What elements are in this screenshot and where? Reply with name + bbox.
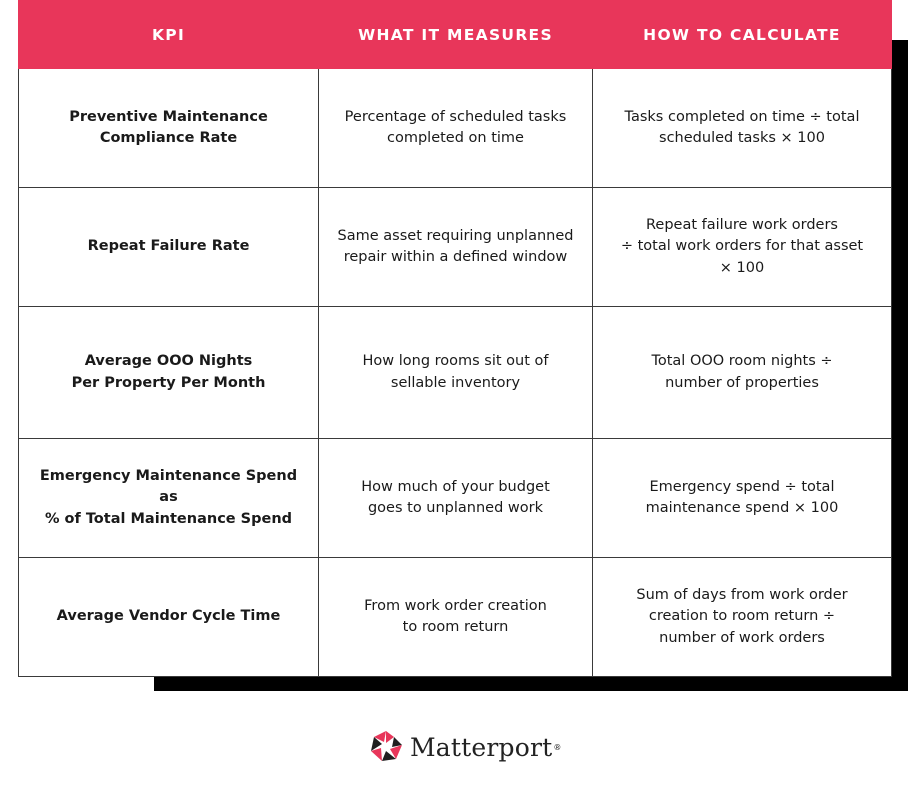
header-what-it-measures: WHAT IT MEASURES	[318, 0, 593, 69]
calculate-cell: Sum of days from work order creation to …	[592, 557, 892, 677]
measures-cell: How much of your budget goes to unplanne…	[318, 438, 593, 558]
measures-text: From work order creation to room return	[364, 597, 547, 636]
measures-cell: From work order creation to room return	[318, 557, 593, 677]
kpi-table: KPI WHAT IT MEASURES HOW TO CALCULATE Pr…	[18, 0, 892, 677]
logo-wordmark: Matterport	[410, 732, 553, 762]
measures-cell: Percentage of scheduled tasks completed …	[318, 68, 593, 188]
logo-registered-mark: ®	[553, 742, 562, 752]
header-kpi: KPI	[18, 0, 319, 69]
measures-text: Percentage of scheduled tasks completed …	[344, 108, 567, 147]
kpi-cell: Preventive Maintenance Compliance Rate	[18, 68, 319, 188]
measures-cell: Same asset requiring unplanned repair wi…	[318, 187, 593, 307]
kpi-name-text: Emergency Maintenance Spend as % of Tota…	[39, 467, 298, 527]
table-row: Emergency Maintenance Spend as % of Tota…	[18, 438, 892, 558]
calculate-text: Total OOO room nights ÷ number of proper…	[651, 353, 833, 391]
kpi-name-text: Repeat Failure Rate	[87, 238, 250, 255]
measures-text: How long rooms sit out of sellable inven…	[362, 353, 549, 391]
matterport-pinwheel-icon	[371, 731, 402, 761]
table-row: Average Vendor Cycle Time From work orde…	[18, 557, 892, 677]
calculate-cell: Repeat failure work orders ÷ total work …	[592, 187, 892, 307]
kpi-cell: Emergency Maintenance Spend as % of Tota…	[18, 438, 319, 558]
kpi-cell: Average OOO Nights Per Property Per Mont…	[18, 306, 319, 439]
calculate-cell: Total OOO room nights ÷ number of proper…	[592, 306, 892, 439]
table-row: Repeat Failure Rate Same asset requiring…	[18, 187, 892, 307]
kpi-cell: Average Vendor Cycle Time	[18, 557, 319, 677]
table-row: Average OOO Nights Per Property Per Mont…	[18, 306, 892, 439]
kpi-name-text: Preventive Maintenance Compliance Rate	[69, 108, 268, 147]
calculate-cell: Tasks completed on time ÷ total schedule…	[592, 68, 892, 188]
measures-text: Same asset requiring unplanned repair wi…	[337, 227, 574, 266]
table-header-row: KPI WHAT IT MEASURES HOW TO CALCULATE	[18, 0, 892, 69]
calculate-cell: Emergency spend ÷ total maintenance spen…	[592, 438, 892, 558]
calculate-text: Emergency spend ÷ total maintenance spen…	[645, 478, 839, 517]
header-how-to-calculate: HOW TO CALCULATE	[592, 0, 892, 69]
kpi-cell: Repeat Failure Rate	[18, 187, 319, 307]
matterport-logo: Matterport ®	[368, 728, 561, 766]
calculate-text: Tasks completed on time ÷ total schedule…	[624, 108, 860, 147]
table-row: Preventive Maintenance Compliance Rate P…	[18, 68, 892, 188]
measures-text: How much of your budget goes to unplanne…	[361, 478, 550, 517]
kpi-name-text: Average Vendor Cycle Time	[56, 608, 281, 625]
calculate-text: Sum of days from work order creation to …	[636, 586, 848, 646]
kpi-name-text: Average OOO Nights Per Property Per Mont…	[71, 353, 266, 391]
calculate-text: Repeat failure work orders ÷ total work …	[620, 216, 864, 276]
measures-cell: How long rooms sit out of sellable inven…	[318, 306, 593, 439]
